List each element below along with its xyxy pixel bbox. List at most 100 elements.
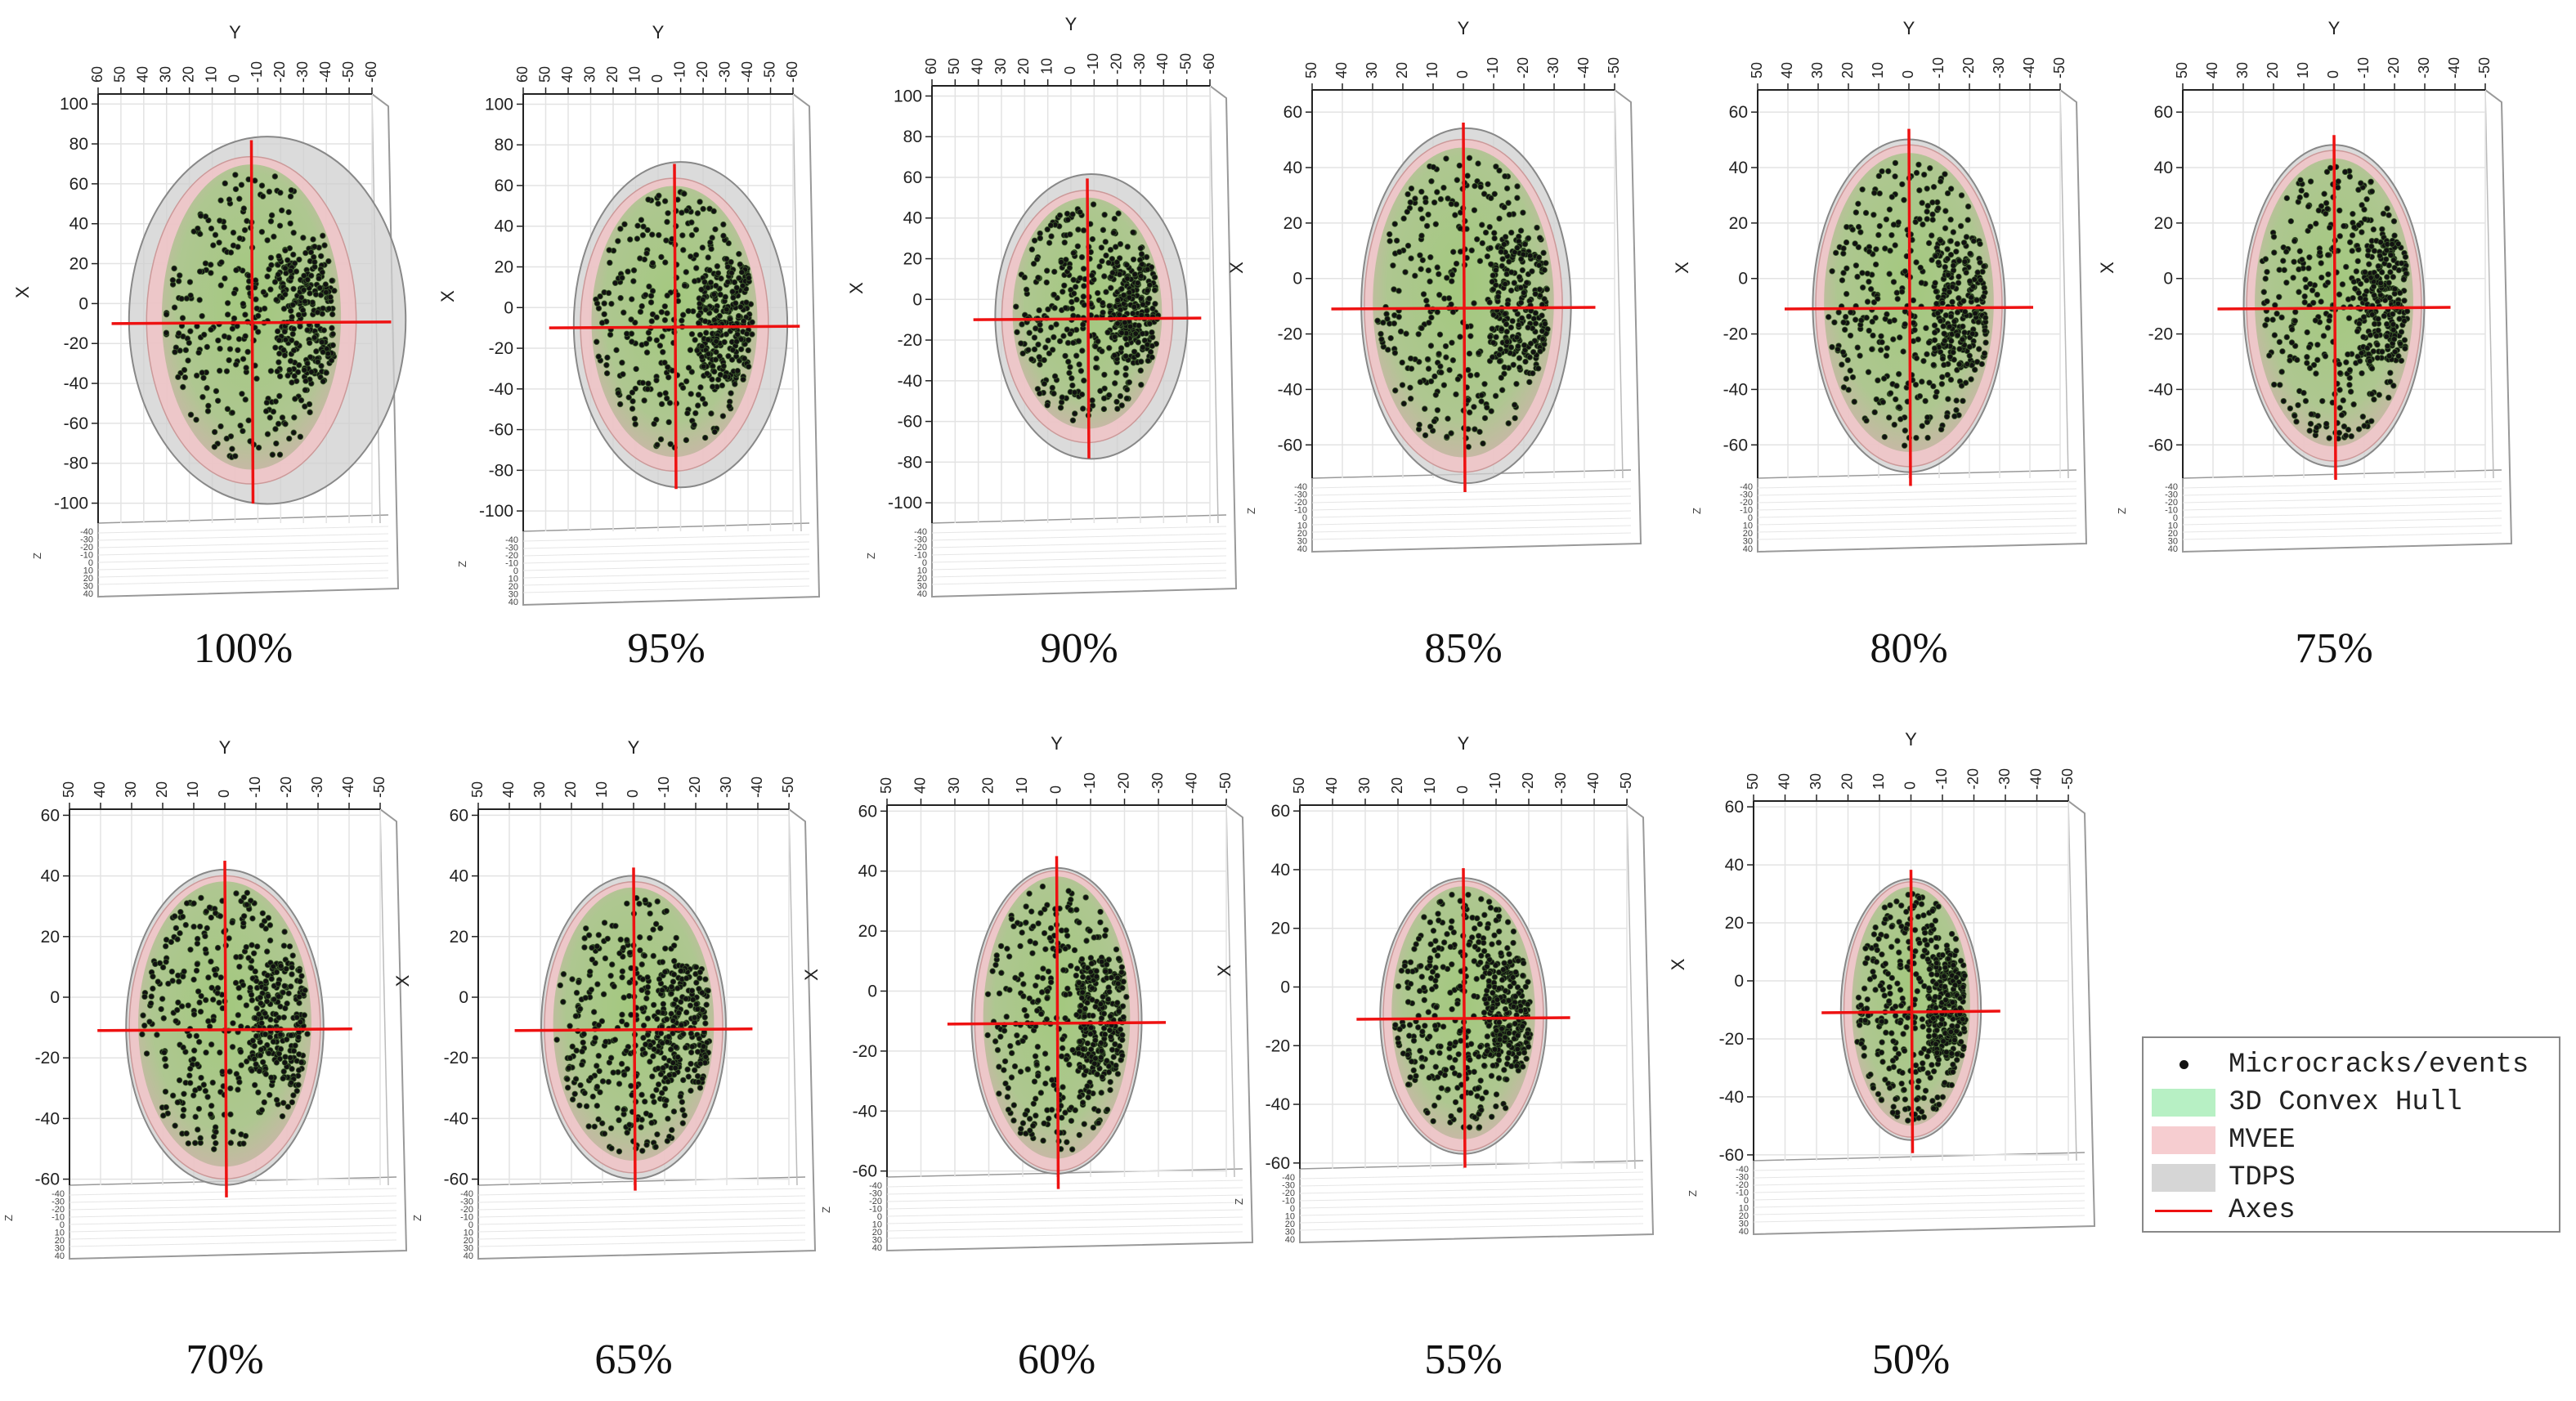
event-point: [1123, 993, 1130, 1000]
event-point: [1079, 347, 1086, 354]
event-point: [615, 390, 621, 396]
event-point: [2398, 260, 2405, 266]
event-point: [1093, 355, 1100, 362]
event-point: [1498, 374, 1504, 381]
event-point: [1031, 334, 1038, 341]
x-tick-label: -100: [479, 502, 513, 521]
event-point: [1493, 282, 1499, 289]
event-point: [1523, 280, 1530, 286]
event-point: [161, 1049, 168, 1056]
event-point: [698, 342, 706, 350]
event-point: [1864, 270, 1871, 277]
event-point: [1491, 230, 1498, 236]
event-point: [307, 290, 313, 297]
event-point: [253, 1005, 260, 1012]
event-point: [1508, 269, 1515, 275]
event-point: [1078, 391, 1086, 398]
event-point: [648, 1120, 655, 1126]
event-point: [1880, 375, 1888, 382]
event-point: [1419, 257, 1427, 263]
event-point: [1543, 286, 1551, 293]
event-point: [193, 372, 200, 379]
event-point: [229, 919, 235, 926]
event-point: [254, 943, 261, 950]
event-point: [1103, 252, 1109, 259]
event-point: [633, 365, 639, 373]
event-point: [175, 972, 181, 979]
events-scatter: [163, 172, 338, 460]
event-point: [1077, 368, 1085, 374]
floor-grid: [886, 1187, 1243, 1195]
event-point: [331, 288, 338, 294]
event-point: [737, 261, 743, 268]
x-tick-label: 40: [1284, 159, 1302, 177]
event-point: [661, 303, 669, 310]
y-tick-label: -10: [2355, 57, 2372, 78]
event-point: [1465, 366, 1472, 374]
event-point: [311, 244, 318, 250]
event-point: [700, 363, 707, 370]
x-axis-label: X: [1672, 262, 1692, 274]
event-point: [2377, 239, 2384, 245]
x-tick-label: -40: [1723, 380, 1748, 399]
event-point: [160, 1112, 167, 1119]
event-point: [180, 1107, 187, 1113]
y-tick-label: 40: [2204, 62, 2220, 78]
event-point: [690, 996, 697, 1003]
event-point: [1484, 404, 1490, 411]
event-point: [2349, 232, 2356, 239]
event-point: [692, 337, 698, 343]
event-point: [271, 173, 279, 180]
event-point: [243, 365, 249, 371]
event-point: [233, 1071, 240, 1077]
event-point: [1496, 215, 1503, 222]
event-point: [629, 398, 636, 405]
event-point: [178, 295, 185, 302]
event-point: [1101, 212, 1108, 218]
x-tick-label: -60: [444, 1170, 468, 1189]
event-point: [206, 904, 213, 911]
event-point: [310, 236, 316, 243]
event-point: [217, 423, 224, 430]
event-point: [691, 1014, 698, 1021]
event-point: [639, 232, 647, 239]
event-point: [2304, 329, 2310, 336]
event-point: [1037, 321, 1043, 328]
event-point: [163, 329, 170, 336]
event-point: [683, 207, 690, 214]
x-tick-label: 20: [495, 258, 513, 277]
event-point: [176, 1076, 183, 1084]
event-point: [1387, 334, 1394, 342]
event-point: [1445, 195, 1451, 202]
event-point: [1982, 339, 1989, 346]
event-point: [208, 270, 214, 276]
event-point: [1519, 266, 1526, 274]
z-tick-label: 30: [917, 582, 927, 592]
event-point: [304, 276, 311, 283]
floor-grid: [931, 562, 1227, 571]
event-point: [1506, 211, 1513, 218]
event-point: [1949, 284, 1956, 290]
event-point: [564, 1084, 571, 1091]
event-point: [1144, 307, 1150, 314]
event-point: [2276, 293, 2283, 300]
z-tick-label: 0: [88, 558, 93, 568]
event-point: [1400, 215, 1407, 222]
event-point: [297, 433, 304, 441]
event-point: [1482, 229, 1490, 236]
event-point: [683, 269, 689, 275]
y-tick-label: -30: [1131, 53, 1148, 74]
event-point: [242, 396, 249, 403]
event-point: [1061, 282, 1068, 289]
event-point: [1051, 373, 1059, 380]
event-point: [716, 312, 724, 320]
event-point: [1857, 352, 1863, 359]
event-point: [1899, 181, 1906, 188]
event-point: [624, 900, 630, 907]
floor-grid: [97, 570, 389, 578]
event-point: [620, 1106, 627, 1113]
event-point: [668, 990, 674, 997]
event-point: [291, 373, 298, 379]
floor-grid: [69, 1210, 397, 1218]
event-point: [715, 270, 722, 276]
